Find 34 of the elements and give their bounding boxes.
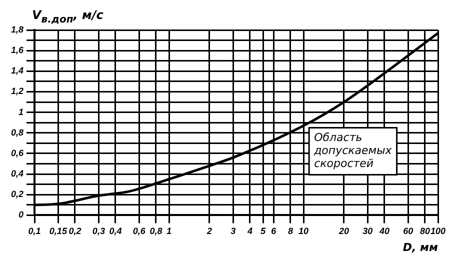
x-tick-label: 0,4 bbox=[109, 226, 122, 236]
x-tick-label: 40 bbox=[378, 226, 390, 236]
x-tick-label: 0,15 bbox=[49, 226, 68, 236]
y-tick-label: 0 bbox=[18, 210, 24, 220]
x-tick-label: 30 bbox=[362, 226, 373, 236]
x-tick-label: 3 bbox=[230, 226, 236, 236]
x-tick-label: 0,8 bbox=[150, 226, 162, 236]
x-tick-label: 8 bbox=[288, 226, 293, 236]
x-tick-label: 0,3 bbox=[92, 226, 105, 236]
x-tick-label: 60 bbox=[403, 226, 414, 236]
x-tick-label: 0,2 bbox=[68, 226, 82, 236]
y-tick-label: 1 bbox=[18, 106, 24, 117]
x-axis-title: D, мм bbox=[402, 241, 438, 254]
x-tick-label: 100 bbox=[430, 226, 446, 236]
y-tick-label: 1,6 bbox=[10, 45, 24, 56]
y-tick-label: 0,2 bbox=[10, 189, 24, 200]
x-tick-label: 10 bbox=[298, 226, 309, 236]
annotation: Область допускаемых скоростей bbox=[313, 131, 392, 170]
y-tick-label: 1,2 bbox=[10, 86, 24, 96]
x-tick-label: 80 bbox=[420, 226, 430, 236]
x-tick-label: 4 bbox=[246, 226, 252, 236]
y-axis-title: V$_{в.доп}$, м/с bbox=[32, 8, 104, 26]
x-tick-label: 1 bbox=[166, 226, 172, 236]
y-tick-label: 1,8 bbox=[10, 24, 24, 34]
x-tick-label: 20 bbox=[338, 226, 349, 236]
y-tick-label: 0,8 bbox=[10, 127, 24, 138]
x-tick-label: 0,6 bbox=[132, 226, 146, 236]
x-tick-label: 5 bbox=[260, 226, 267, 236]
y-tick-label: 1,4 bbox=[10, 66, 24, 76]
y-tick-label: 0,4 bbox=[10, 168, 24, 179]
x-tick-label: 0,1 bbox=[28, 226, 41, 236]
y-tick-label: 0,6 bbox=[10, 148, 24, 158]
x-tick-label: 6 bbox=[271, 226, 278, 236]
x-tick-label: 2 bbox=[206, 226, 212, 236]
